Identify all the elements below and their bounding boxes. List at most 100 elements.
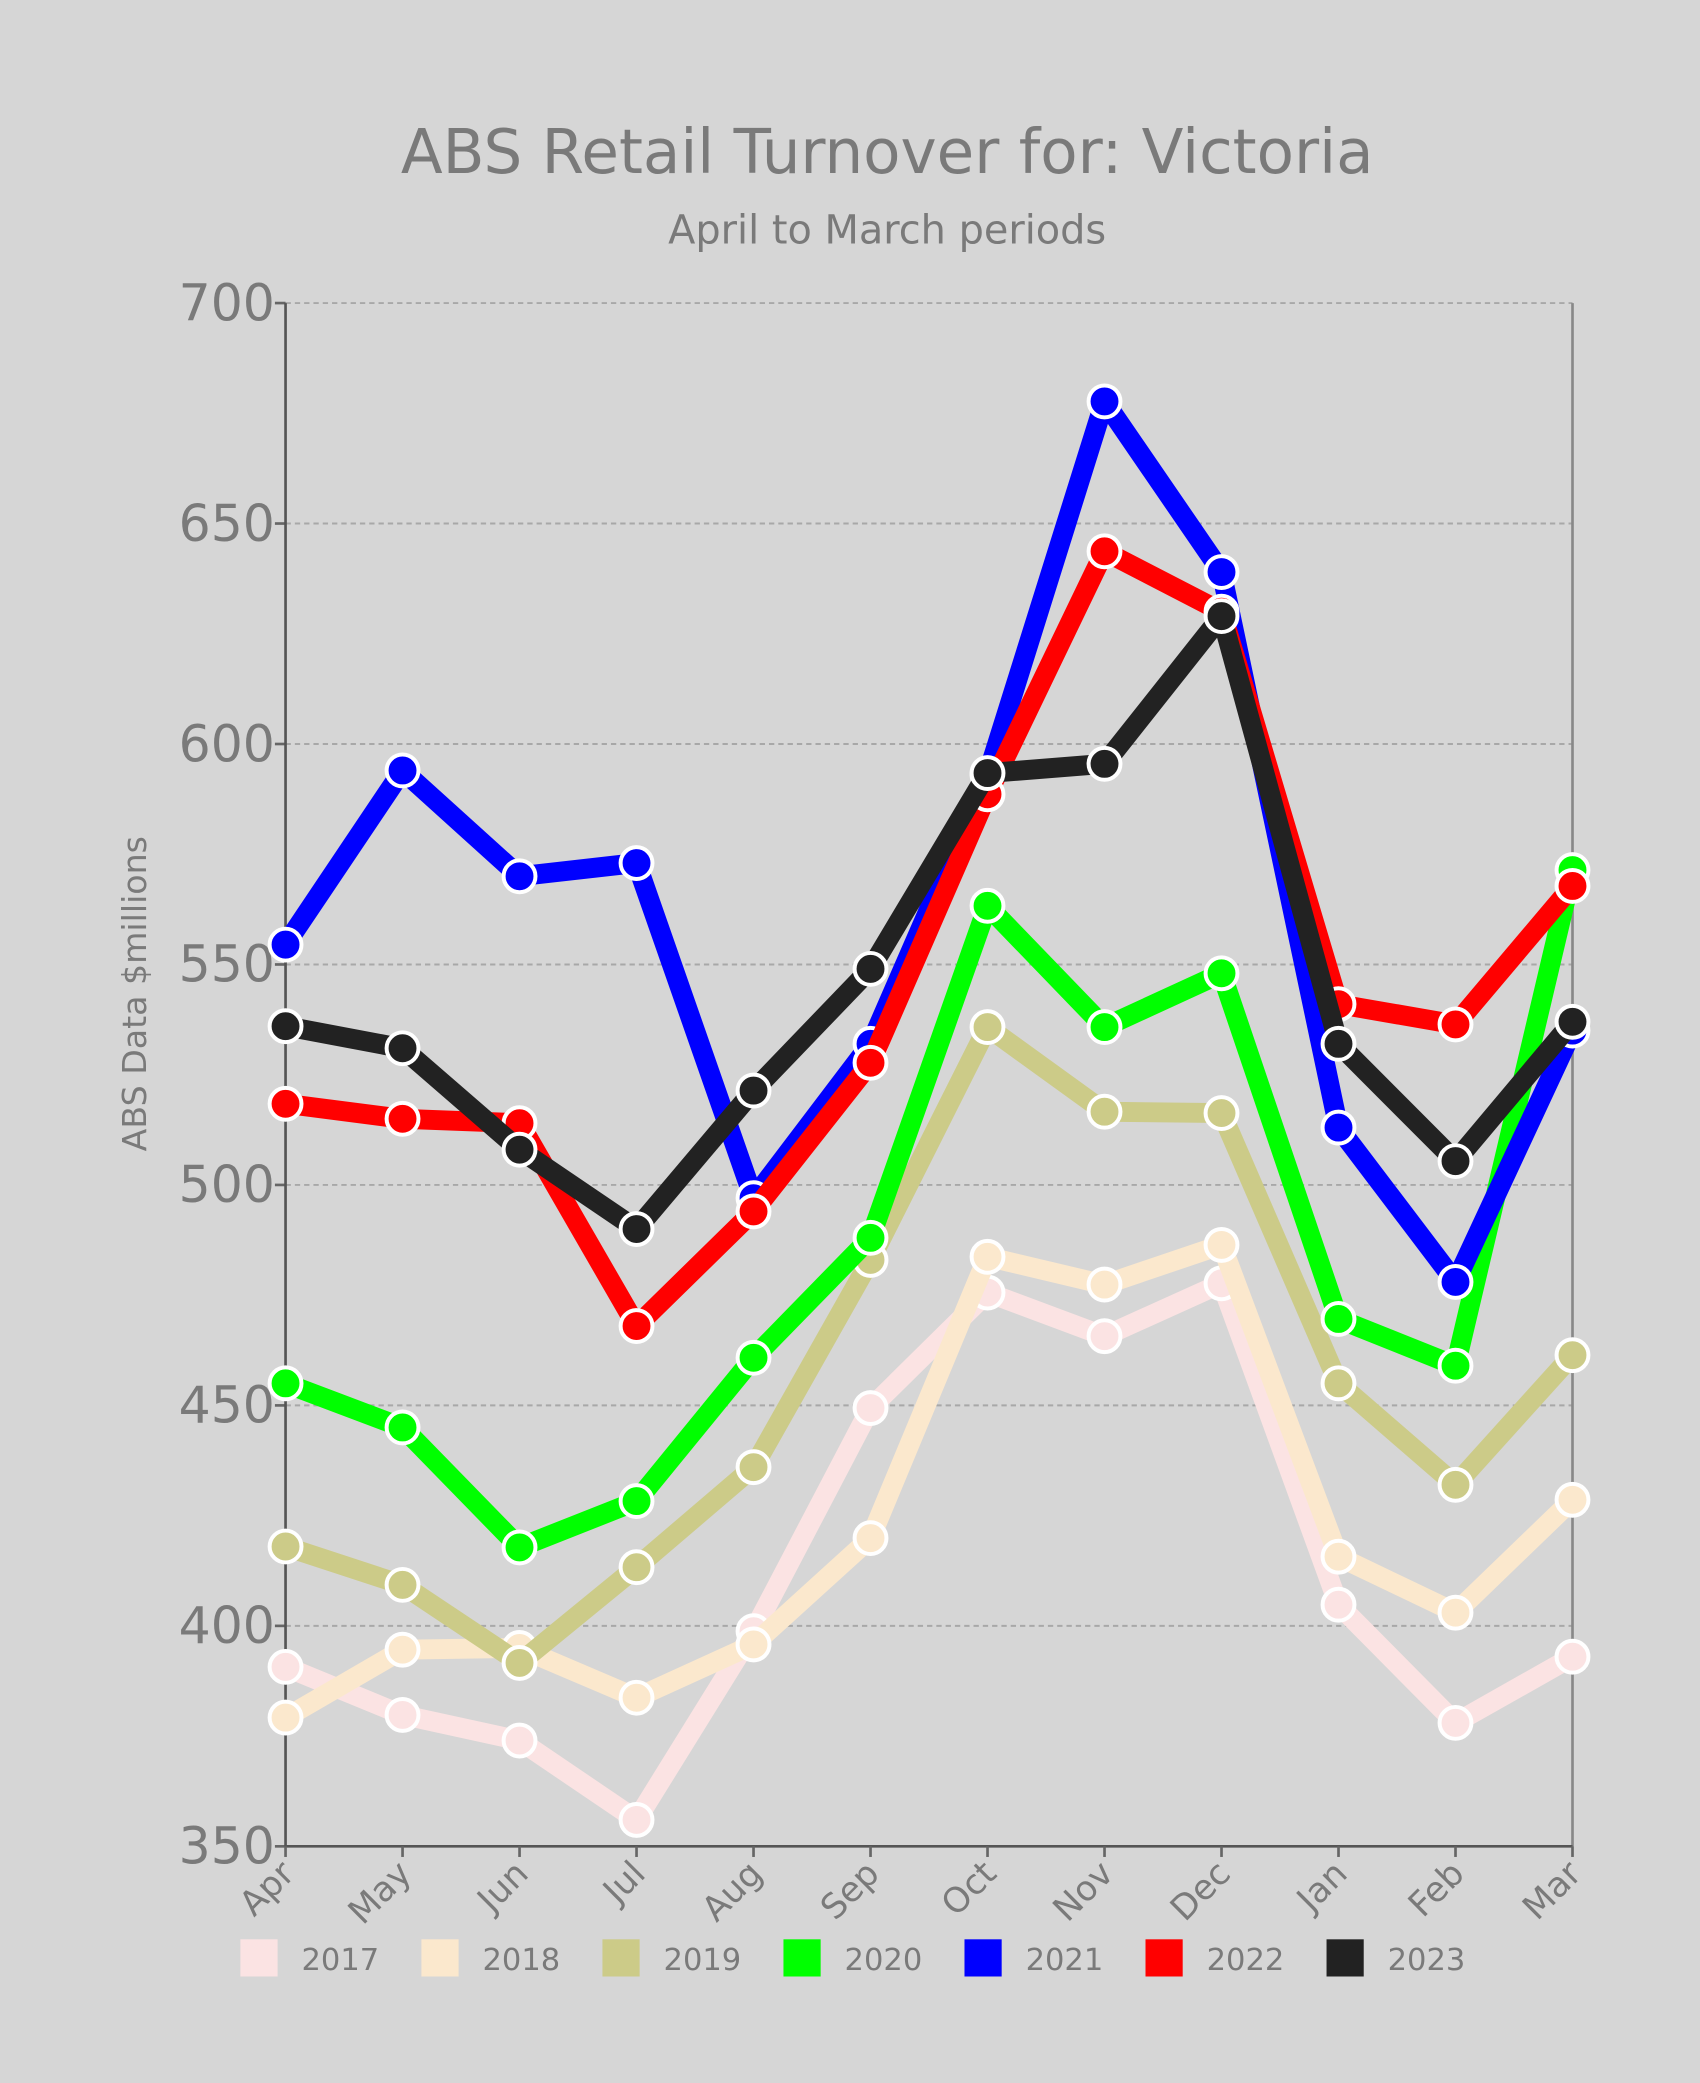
x-tick-label: May xyxy=(341,1854,420,1933)
data-point-2018 xyxy=(1203,1226,1240,1263)
x-tick-label: Feb xyxy=(1401,1854,1473,1926)
x-tick-label: Aug xyxy=(695,1854,771,1930)
data-point-2021 xyxy=(1203,554,1240,590)
legend-label: 2023 xyxy=(1388,1943,1466,1978)
data-point-2023 xyxy=(1086,745,1123,782)
y-tick-label: 600 xyxy=(179,714,275,773)
data-point-2022 xyxy=(735,1193,772,1230)
legend-swatch xyxy=(602,1939,640,1977)
data-point-2023 xyxy=(618,1211,655,1247)
data-point-2021 xyxy=(1437,1264,1474,1300)
data-point-2019 xyxy=(501,1644,538,1681)
legend-swatch xyxy=(783,1939,821,1977)
data-point-2018 xyxy=(267,1699,304,1736)
data-point-2018 xyxy=(1437,1594,1474,1631)
data-point-2020 xyxy=(501,1529,538,1566)
legend-swatch xyxy=(240,1939,278,1977)
data-point-2019 xyxy=(1320,1365,1357,1402)
legend-item-2017: 2017 xyxy=(240,1939,379,1978)
series-group xyxy=(267,383,1591,1838)
data-point-2018 xyxy=(1554,1481,1591,1518)
legend-swatch xyxy=(1326,1939,1364,1977)
x-tick-label: Jul xyxy=(594,1854,653,1913)
data-point-2020 xyxy=(1203,955,1240,992)
data-point-2017 xyxy=(1437,1704,1474,1741)
series-2022 xyxy=(267,533,1591,1344)
series-line-2019 xyxy=(282,1017,1580,1673)
data-point-2022 xyxy=(384,1100,421,1137)
data-point-2017 xyxy=(384,1697,421,1733)
data-point-2018 xyxy=(852,1520,889,1557)
data-point-2020 xyxy=(852,1219,889,1256)
data-point-2019 xyxy=(1086,1093,1123,1130)
data-point-2017 xyxy=(618,1801,655,1838)
data-point-2021 xyxy=(501,858,538,895)
data-point-2020 xyxy=(1437,1347,1474,1384)
legend-label: 2018 xyxy=(483,1943,561,1978)
series-line-2020 xyxy=(282,867,1583,1558)
data-point-2019 xyxy=(384,1566,421,1603)
data-point-2022 xyxy=(1554,868,1591,904)
x-tick-label: Mar xyxy=(1515,1853,1590,1928)
data-point-2020 xyxy=(735,1339,772,1376)
data-point-2018 xyxy=(1086,1266,1123,1303)
y-tick-label: 450 xyxy=(179,1376,275,1435)
data-point-2019 xyxy=(618,1549,655,1586)
legend-item-2018: 2018 xyxy=(421,1939,560,1978)
data-point-2023 xyxy=(1203,598,1240,635)
data-point-2020 xyxy=(384,1409,421,1446)
data-point-2018 xyxy=(969,1238,1006,1275)
data-point-2020 xyxy=(1320,1301,1357,1337)
legend-label: 2020 xyxy=(845,1943,923,1978)
legend-item-2020: 2020 xyxy=(783,1939,922,1978)
data-point-2021 xyxy=(1320,1109,1357,1146)
series-2017 xyxy=(267,1265,1591,1838)
legend: 2017 2018 2019 2020 2021 2022 2023 xyxy=(240,1939,1465,1978)
y-tick-label: 550 xyxy=(179,935,275,994)
data-point-2019 xyxy=(267,1528,304,1565)
legend-label: 2017 xyxy=(301,1943,379,1978)
chart-title: ABS Retail Turnover for: Victoria xyxy=(401,117,1374,188)
data-point-2021 xyxy=(384,752,421,789)
data-point-2019 xyxy=(1554,1337,1591,1374)
data-point-2022 xyxy=(267,1085,304,1122)
series-line-2023 xyxy=(283,606,1581,1239)
series-line-2022 xyxy=(284,541,1581,1336)
y-tick-label: 650 xyxy=(179,494,275,553)
legend-label: 2021 xyxy=(1026,1943,1104,1978)
data-point-2023 xyxy=(1554,1003,1591,1040)
data-point-2021 xyxy=(618,845,655,881)
x-tick-label: Nov xyxy=(1046,1854,1122,1930)
data-point-2023 xyxy=(969,755,1006,792)
legend-item-2021: 2021 xyxy=(964,1939,1103,1978)
data-point-2023 xyxy=(1320,1025,1357,1062)
data-point-2022 xyxy=(1437,1006,1474,1043)
data-point-2017 xyxy=(1086,1318,1123,1355)
data-point-2018 xyxy=(384,1631,421,1668)
data-point-2022 xyxy=(1086,533,1123,570)
data-point-2017 xyxy=(1320,1586,1357,1623)
y-tick-label: 400 xyxy=(179,1596,275,1655)
chart-subtitle: April to March periods xyxy=(668,207,1106,253)
data-point-2019 xyxy=(969,1009,1006,1046)
x-tick-label: Jun xyxy=(469,1854,537,1922)
data-point-2017 xyxy=(852,1390,889,1426)
data-point-2018 xyxy=(735,1626,772,1663)
data-point-2018 xyxy=(618,1679,655,1716)
series-line-2017 xyxy=(281,1273,1578,1830)
legend-swatch xyxy=(964,1939,1002,1977)
legend-label: 2022 xyxy=(1207,1943,1285,1978)
data-point-2020 xyxy=(267,1365,304,1402)
data-point-2023 xyxy=(852,950,889,987)
data-point-2019 xyxy=(1437,1466,1474,1503)
data-point-2017 xyxy=(267,1648,304,1685)
x-tick-label: Dec xyxy=(1163,1854,1239,1930)
legend-swatch xyxy=(1145,1939,1183,1977)
data-point-2022 xyxy=(618,1308,655,1344)
y-tick-label: 500 xyxy=(179,1155,275,1214)
legend-label: 2019 xyxy=(664,1943,742,1978)
legend-swatch xyxy=(421,1939,459,1977)
data-point-2019 xyxy=(1203,1095,1240,1131)
